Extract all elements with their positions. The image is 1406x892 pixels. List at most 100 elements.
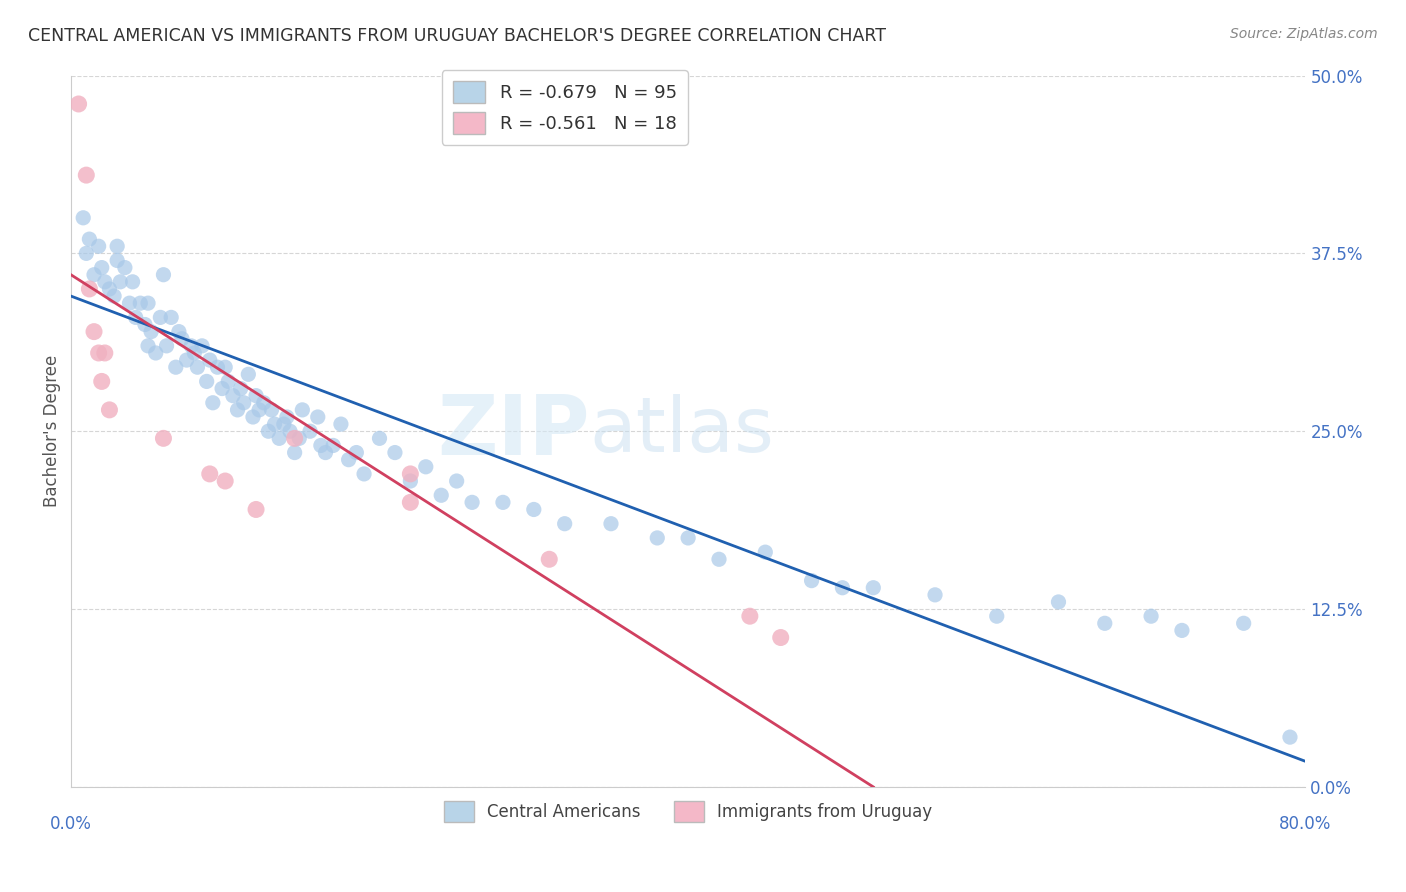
Point [284,431,307,445]
Text: ZIP: ZIP [437,391,589,472]
Point [87,346,110,360]
Point [160,310,183,325]
Point [284,445,307,459]
Point [523,502,546,516]
Point [145,346,167,360]
Point [399,467,422,481]
Point [278,424,301,438]
Point [103,289,125,303]
Point [229,382,252,396]
Point [1094,616,1116,631]
Point [1278,730,1301,744]
Y-axis label: Bachelor's Degree: Bachelor's Degree [44,355,60,508]
Point [322,438,344,452]
Point [90,260,112,275]
Point [276,409,298,424]
Point [461,495,484,509]
Point [299,424,322,438]
Point [155,339,177,353]
Point [149,310,172,325]
Point [676,531,699,545]
Point [399,495,422,509]
Point [165,360,187,375]
Point [337,452,360,467]
Point [1047,595,1070,609]
Point [384,445,406,459]
Point [600,516,623,531]
Point [232,396,254,410]
Point [195,375,218,389]
Point [245,502,267,516]
Point [79,282,101,296]
Point [446,474,468,488]
Point [1140,609,1163,624]
Point [253,396,276,410]
Point [291,403,314,417]
Point [83,268,105,282]
Point [176,353,198,368]
Point [368,431,391,445]
Point [245,389,267,403]
Point [136,339,159,353]
Point [121,275,143,289]
Point [344,445,367,459]
Point [754,545,776,559]
Point [170,332,193,346]
Point [273,417,295,431]
Point [353,467,375,481]
Text: Source: ZipAtlas.com: Source: ZipAtlas.com [1230,27,1378,41]
Point [191,339,214,353]
Point [645,531,668,545]
Point [226,403,249,417]
Point [183,346,205,360]
Text: CENTRAL AMERICAN VS IMMIGRANTS FROM URUGUAY BACHELOR'S DEGREE CORRELATION CHART: CENTRAL AMERICAN VS IMMIGRANTS FROM URUG… [28,27,886,45]
Point [139,325,162,339]
Point [238,368,260,382]
Point [75,168,97,182]
Point [738,609,761,624]
Point [152,268,174,282]
Point [152,431,174,445]
Point [94,275,117,289]
Point [201,396,224,410]
Point [986,609,1008,624]
Point [214,474,236,488]
Point [90,375,112,389]
Point [257,424,280,438]
Point [263,417,285,431]
Point [538,552,561,566]
Point [309,438,332,452]
Point [87,239,110,253]
Point [315,445,337,459]
Point [399,474,422,488]
Point [307,409,329,424]
Text: 0.0%: 0.0% [51,815,91,833]
Point [198,353,221,368]
Point [67,97,90,112]
Point [554,516,576,531]
Point [94,346,117,360]
Point [222,389,245,403]
Point [75,246,97,260]
Point [167,325,190,339]
Point [83,325,105,339]
Point [125,310,148,325]
Point [707,552,730,566]
Point [207,360,229,375]
Point [136,296,159,310]
Point [800,574,823,588]
Point [1233,616,1256,631]
Point [831,581,853,595]
Point [180,339,202,353]
Point [769,631,792,645]
Point [214,360,236,375]
Point [129,296,152,310]
Point [134,318,156,332]
Point [247,403,270,417]
Legend: Central Americans, Immigrants from Uruguay: Central Americans, Immigrants from Urugu… [437,795,939,829]
Point [217,375,239,389]
Point [211,382,233,396]
Point [79,232,101,246]
Point [105,239,128,253]
Point [269,431,291,445]
